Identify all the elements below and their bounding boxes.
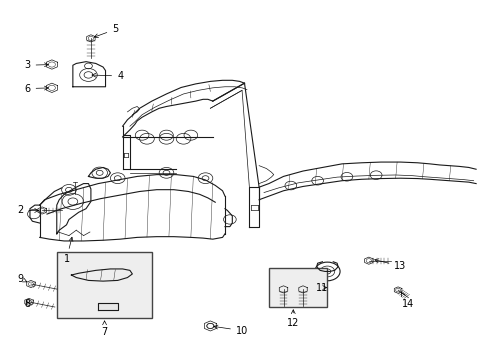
Text: 5: 5 (94, 24, 118, 37)
Text: 4: 4 (92, 71, 123, 81)
Text: 6: 6 (24, 84, 48, 94)
Polygon shape (71, 269, 132, 281)
Text: 2: 2 (17, 206, 39, 216)
Text: 9: 9 (17, 274, 27, 284)
Bar (57, 252, 152, 318)
Circle shape (102, 302, 114, 311)
Circle shape (62, 268, 83, 284)
Circle shape (125, 269, 138, 278)
Text: 12: 12 (286, 310, 299, 328)
Text: 8: 8 (24, 299, 31, 309)
Text: 1: 1 (63, 237, 73, 264)
Text: 3: 3 (24, 60, 48, 70)
Text: 10: 10 (213, 325, 248, 336)
Text: 7: 7 (101, 321, 107, 337)
Text: 14: 14 (401, 292, 413, 309)
Text: 11: 11 (316, 283, 328, 293)
Text: 13: 13 (374, 259, 406, 271)
Bar (268, 268, 327, 307)
Polygon shape (98, 303, 118, 310)
